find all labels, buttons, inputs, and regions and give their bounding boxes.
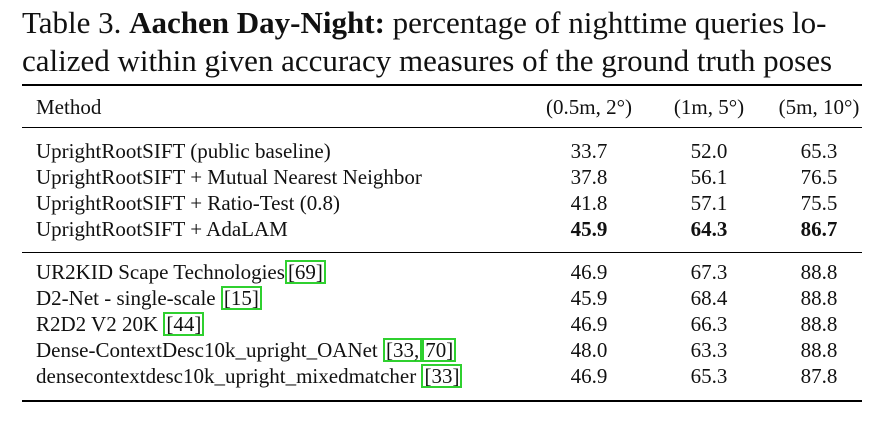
table-row: UprightRootSIFT (public baseline) 33.7 52.… [22,139,862,164]
citation-link[interactable]: [33, [383,338,423,362]
table-row: densecontextdesc10k_upright_mixedmatcher… [22,364,862,389]
method-cell: Dense-ContextDesc10k_upright_OANet [33, 7… [36,338,457,363]
value-cell: 46.9 [570,260,608,284]
method-cell: UprightRootSIFT (public baseline) [36,139,331,163]
value-cell: 52.0 [690,139,728,163]
table-row: Dense-ContextDesc10k_upright_OANet [33, 7… [22,338,862,363]
header-row: Method (0.5m, 2°) (1m, 5°) (5m, 10°) [22,95,862,120]
value-cell: 33.7 [570,139,608,163]
value-cell: 75.5 [800,191,838,215]
citation-link[interactable]: [15] [220,286,262,310]
table-row: D2-Net - single-scale [15] 45.9 68.4 88.8 [22,286,862,311]
citation-link[interactable]: [69] [284,260,326,284]
method-name: UR2KID Scape Technologies [36,260,285,284]
value-cell: 65.3 [800,139,838,163]
value-cell: 46.9 [570,312,608,336]
caption-line-1: Table 3. Aachen Day-Night: percentage of… [22,4,862,42]
table-row: UR2KID Scape Technologies [69] 46.9 67.3 88.… [22,260,862,285]
header-col-2: (1m, 5°) [673,95,745,119]
value-cell: 57.1 [690,191,728,215]
method-cell: UR2KID Scape Technologies [69] [36,260,326,285]
value-cell: 88.8 [800,338,838,362]
header-method: Method [36,95,102,119]
method-cell: D2-Net - single-scale [15] [36,286,262,311]
bottom-rule [22,400,862,402]
table-row: UprightRootSIFT + Mutual Nearest Neighbo… [22,165,862,190]
header-col-1: (0.5m, 2°) [546,95,632,119]
method-cell: R2D2 V2 20K [44] [36,312,205,337]
group-divider-rule [22,252,862,253]
method-cell: UprightRootSIFT + Mutual Nearest Neighbo… [36,165,422,189]
value-cell: 88.8 [800,286,838,310]
method-cell: UprightRootSIFT + AdaLAM [36,217,288,241]
value-cell: 68.4 [690,286,728,310]
value-cell: 86.7 [800,217,838,241]
value-cell: 48.0 [570,338,608,362]
value-cell: 56.1 [690,165,728,189]
value-cell: 67.3 [690,260,728,284]
caption-title: Aachen Day-Night: [129,5,385,40]
table-row: UprightRootSIFT + Ratio-Test (0.8) 41.8 57… [22,191,862,216]
header-rule [22,127,862,128]
caption-label: Table 3. [22,5,122,40]
table-caption: Table 3. Aachen Day-Night: percentage of… [22,4,862,80]
method-cell: UprightRootSIFT + Ratio-Test (0.8) [36,191,340,215]
value-cell: 45.9 [570,217,608,241]
method-name: Dense-ContextDesc10k_upright_OANet [36,338,384,362]
value-cell: 46.9 [570,364,608,388]
table-row: R2D2 V2 20K [44] 46.9 66.3 88.8 [22,312,862,337]
value-cell: 88.8 [800,260,838,284]
method-name: R2D2 V2 20K [36,312,164,336]
value-cell: 88.8 [800,312,838,336]
method-cell: densecontextdesc10k_upright_mixedmatcher… [36,364,463,389]
caption-text-1: percentage of nighttime queries lo- [392,5,827,40]
value-cell: 45.9 [570,286,608,310]
citation-link[interactable]: [44] [163,312,205,336]
header-col-3: (5m, 10°) [778,95,860,119]
value-cell: 87.8 [800,364,838,388]
value-cell: 41.8 [570,191,608,215]
method-name: D2-Net - single-scale [36,286,221,310]
method-name: densecontextdesc10k_upright_mixedmatcher [36,364,422,388]
value-cell: 65.3 [690,364,728,388]
value-cell: 66.3 [690,312,728,336]
table-row: UprightRootSIFT + AdaLAM 45.9 64.3 86.7 [22,217,862,242]
citation-link[interactable]: 70] [422,338,457,362]
citation-link[interactable]: [33] [421,364,463,388]
caption-line-2: calized within given accuracy measures o… [22,43,833,78]
value-cell: 63.3 [690,338,728,362]
value-cell: 76.5 [800,165,838,189]
value-cell: 37.8 [570,165,608,189]
value-cell: 64.3 [690,217,728,241]
top-rule [22,84,862,86]
